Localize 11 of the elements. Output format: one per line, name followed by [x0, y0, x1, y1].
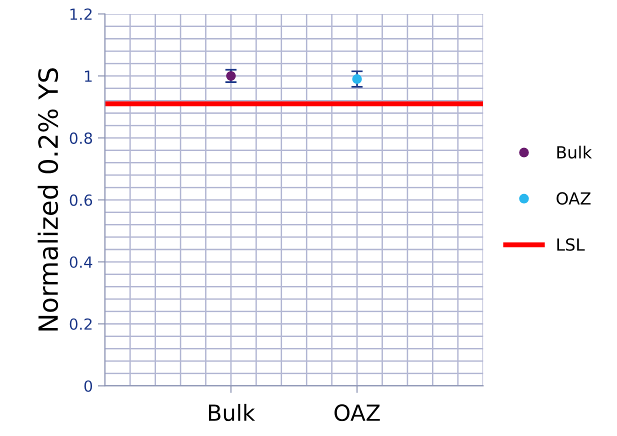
y-tick-label: 0.2 — [70, 318, 92, 330]
y-tick-label: 0 — [84, 380, 92, 392]
legend-label: Bulk — [557, 146, 592, 159]
legend-label: LSL — [557, 238, 585, 251]
y-tick-label: 0.8 — [70, 132, 92, 144]
y-tick-label: 0.4 — [70, 256, 92, 268]
y-tick-label: 1.2 — [70, 8, 92, 20]
legend-label: OAZ — [556, 192, 591, 205]
y-axis-title: Normalized 0.2% YS — [38, 68, 58, 330]
y-tick-label: 1 — [85, 70, 92, 82]
y-tick-label: 0.6 — [70, 194, 92, 206]
